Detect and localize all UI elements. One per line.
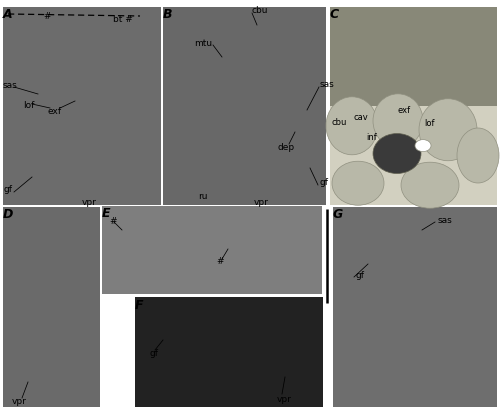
Text: dep: dep <box>278 143 295 152</box>
Ellipse shape <box>419 99 477 161</box>
Bar <box>102 206 322 294</box>
Ellipse shape <box>326 97 378 155</box>
Ellipse shape <box>373 94 423 148</box>
Text: exf: exf <box>398 105 411 115</box>
Text: gf: gf <box>3 185 12 194</box>
Text: cbu: cbu <box>332 117 347 126</box>
Text: #: # <box>44 12 51 21</box>
Text: C: C <box>330 8 339 21</box>
Text: vpr: vpr <box>82 197 97 206</box>
Ellipse shape <box>457 128 499 183</box>
Text: sas: sas <box>3 80 18 89</box>
Text: B: B <box>163 8 172 21</box>
Text: G: G <box>333 208 343 221</box>
Ellipse shape <box>415 140 431 152</box>
Text: inf: inf <box>366 133 377 141</box>
Text: #: # <box>109 216 116 225</box>
Text: #: # <box>216 258 224 267</box>
Text: vpr: vpr <box>277 395 292 403</box>
Bar <box>3 207 100 407</box>
Bar <box>330 106 497 205</box>
Text: gf: gf <box>319 178 328 187</box>
Text: sas: sas <box>438 215 453 225</box>
Text: cav: cav <box>354 112 369 122</box>
Bar <box>135 297 323 407</box>
Text: mtu: mtu <box>194 38 212 47</box>
Text: D: D <box>3 208 13 221</box>
Bar <box>163 7 326 205</box>
Text: E: E <box>102 207 110 220</box>
Bar <box>3 7 161 205</box>
Text: F: F <box>135 299 143 312</box>
Ellipse shape <box>401 162 459 208</box>
Text: exf: exf <box>48 106 62 115</box>
Text: gf: gf <box>355 271 364 279</box>
Text: sas: sas <box>320 80 335 89</box>
Text: gf: gf <box>149 349 158 358</box>
Text: vpr: vpr <box>12 398 27 407</box>
Ellipse shape <box>332 161 384 205</box>
Text: cbu: cbu <box>252 5 268 14</box>
Text: A: A <box>3 8 13 21</box>
Text: ru: ru <box>198 192 207 201</box>
Text: lof: lof <box>23 101 34 110</box>
Bar <box>330 7 497 106</box>
Text: vpr: vpr <box>254 197 269 206</box>
Text: lof: lof <box>424 119 434 127</box>
Text: bt #: bt # <box>113 14 133 23</box>
Ellipse shape <box>373 133 421 173</box>
Bar <box>333 207 497 407</box>
